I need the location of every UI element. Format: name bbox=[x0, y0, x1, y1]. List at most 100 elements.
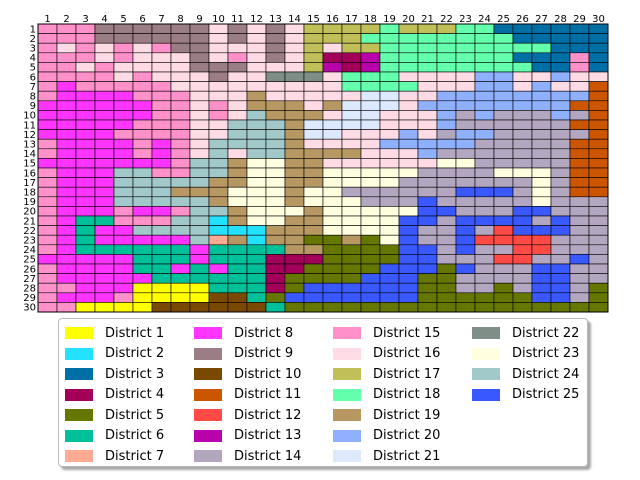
cell-r28-c21 bbox=[417, 282, 438, 294]
cell-r10-c21 bbox=[417, 110, 438, 121]
y-tick-label: 22 bbox=[23, 226, 36, 237]
cell-r9-c9 bbox=[189, 100, 210, 111]
cell-r5-c16 bbox=[322, 62, 343, 73]
cell-r29-c27 bbox=[531, 292, 552, 303]
x-tick-label: 22 bbox=[440, 14, 453, 25]
cell-r1-c2 bbox=[56, 23, 77, 34]
cell-r26-c9 bbox=[189, 263, 210, 274]
cell-r29-c25 bbox=[493, 292, 514, 303]
cell-r22-c21 bbox=[417, 225, 438, 236]
cell-r2-c27 bbox=[531, 33, 552, 44]
cell-r25-c9 bbox=[189, 254, 210, 265]
cell-r12-c24 bbox=[474, 129, 495, 140]
cell-r10-c5 bbox=[113, 110, 134, 121]
cell-r17-c18 bbox=[360, 177, 381, 188]
cell-r5-c10 bbox=[208, 62, 229, 73]
cell-r13-c25 bbox=[493, 138, 514, 150]
cell-r25-c26 bbox=[512, 254, 533, 265]
cell-r2-c17 bbox=[341, 33, 362, 44]
cell-r10-c12 bbox=[246, 110, 267, 121]
cell-r7-c10 bbox=[208, 81, 229, 92]
cell-r27-c15 bbox=[303, 273, 324, 284]
cell-r18-c17 bbox=[341, 186, 362, 198]
cell-r3-c24 bbox=[474, 42, 495, 54]
cell-r10-c29 bbox=[569, 110, 590, 121]
cell-r9-c28 bbox=[550, 100, 571, 111]
cell-r18-c2 bbox=[56, 186, 77, 198]
cell-r15-c17 bbox=[341, 158, 362, 169]
y-tick-label: 7 bbox=[30, 82, 36, 93]
cell-r8-c18 bbox=[360, 90, 381, 102]
cell-r8-c5 bbox=[113, 90, 134, 102]
cell-r29-c17 bbox=[341, 292, 362, 303]
cell-r25-c18 bbox=[360, 254, 381, 265]
cell-r5-c17 bbox=[341, 62, 362, 73]
cell-r24-c13 bbox=[265, 244, 286, 255]
cell-r4-c4 bbox=[94, 52, 115, 63]
cell-r3-c15 bbox=[303, 42, 324, 54]
cell-r27-c28 bbox=[550, 273, 571, 284]
cell-r26-c25 bbox=[493, 263, 514, 274]
cell-r18-c3 bbox=[75, 186, 96, 198]
cell-r6-c24 bbox=[474, 71, 495, 82]
legend-item: District 10 bbox=[194, 365, 301, 383]
cell-r14-c11 bbox=[227, 148, 248, 159]
legend-item: District 18 bbox=[333, 386, 440, 404]
cell-r11-c17 bbox=[341, 119, 362, 130]
cell-r3-c21 bbox=[417, 42, 438, 54]
legend-swatch bbox=[194, 368, 222, 380]
cell-r24-c15 bbox=[303, 244, 324, 255]
cell-r7-c1 bbox=[37, 81, 58, 92]
cell-r21-c4 bbox=[94, 215, 115, 226]
cell-r12-c4 bbox=[94, 129, 115, 140]
cell-r28-c6 bbox=[132, 282, 153, 294]
cell-r8-c13 bbox=[265, 90, 286, 102]
cell-r21-c26 bbox=[512, 215, 533, 226]
y-tick-label: 21 bbox=[23, 216, 36, 227]
cell-r30-c21 bbox=[417, 302, 438, 313]
cell-r6-c23 bbox=[455, 71, 476, 82]
cell-r17-c22 bbox=[436, 177, 457, 188]
cell-r26-c11 bbox=[227, 263, 248, 274]
x-tick-label: 6 bbox=[139, 14, 145, 25]
cell-r3-c13 bbox=[265, 42, 286, 54]
cell-r29-c21 bbox=[417, 292, 438, 303]
cell-r26-c17 bbox=[341, 263, 362, 274]
cell-r22-c3 bbox=[75, 225, 96, 236]
x-tick-label: 25 bbox=[497, 14, 510, 25]
cell-r14-c10 bbox=[208, 148, 229, 159]
cell-r22-c29 bbox=[569, 225, 590, 236]
cell-r26-c7 bbox=[151, 263, 172, 274]
x-tick-label: 20 bbox=[402, 14, 415, 25]
cell-r4-c3 bbox=[75, 52, 96, 63]
cell-r15-c7 bbox=[151, 158, 172, 169]
cell-r16-c21 bbox=[417, 167, 438, 178]
cell-r23-c19 bbox=[379, 234, 400, 246]
legend-label: District 7 bbox=[105, 448, 165, 464]
cell-r28-c17 bbox=[341, 282, 362, 294]
cell-r23-c14 bbox=[284, 234, 305, 246]
cell-r28-c11 bbox=[227, 282, 248, 294]
cell-r29-c24 bbox=[474, 292, 495, 303]
cell-r30-c15 bbox=[303, 302, 324, 313]
cell-r19-c6 bbox=[132, 196, 153, 207]
legend-item: District 13 bbox=[194, 427, 301, 445]
cell-r30-c27 bbox=[531, 302, 552, 313]
cell-r17-c17 bbox=[341, 177, 362, 188]
cell-r12-c11 bbox=[227, 129, 248, 140]
cell-r15-c21 bbox=[417, 158, 438, 169]
cell-r26-c1 bbox=[37, 263, 58, 274]
cell-r28-c16 bbox=[322, 282, 343, 294]
cell-r10-c8 bbox=[170, 110, 191, 121]
cell-r9-c24 bbox=[474, 100, 495, 111]
cell-r12-c6 bbox=[132, 129, 153, 140]
cell-r26-c22 bbox=[436, 263, 457, 274]
cell-r22-c23 bbox=[455, 225, 476, 236]
cell-r8-c3 bbox=[75, 90, 96, 102]
legend-label: District 25 bbox=[512, 387, 580, 402]
cell-r1-c7 bbox=[151, 23, 172, 34]
cell-r2-c21 bbox=[417, 33, 438, 44]
cell-r1-c10 bbox=[208, 23, 229, 34]
cell-r3-c19 bbox=[379, 42, 400, 54]
cell-r2-c26 bbox=[512, 33, 533, 44]
